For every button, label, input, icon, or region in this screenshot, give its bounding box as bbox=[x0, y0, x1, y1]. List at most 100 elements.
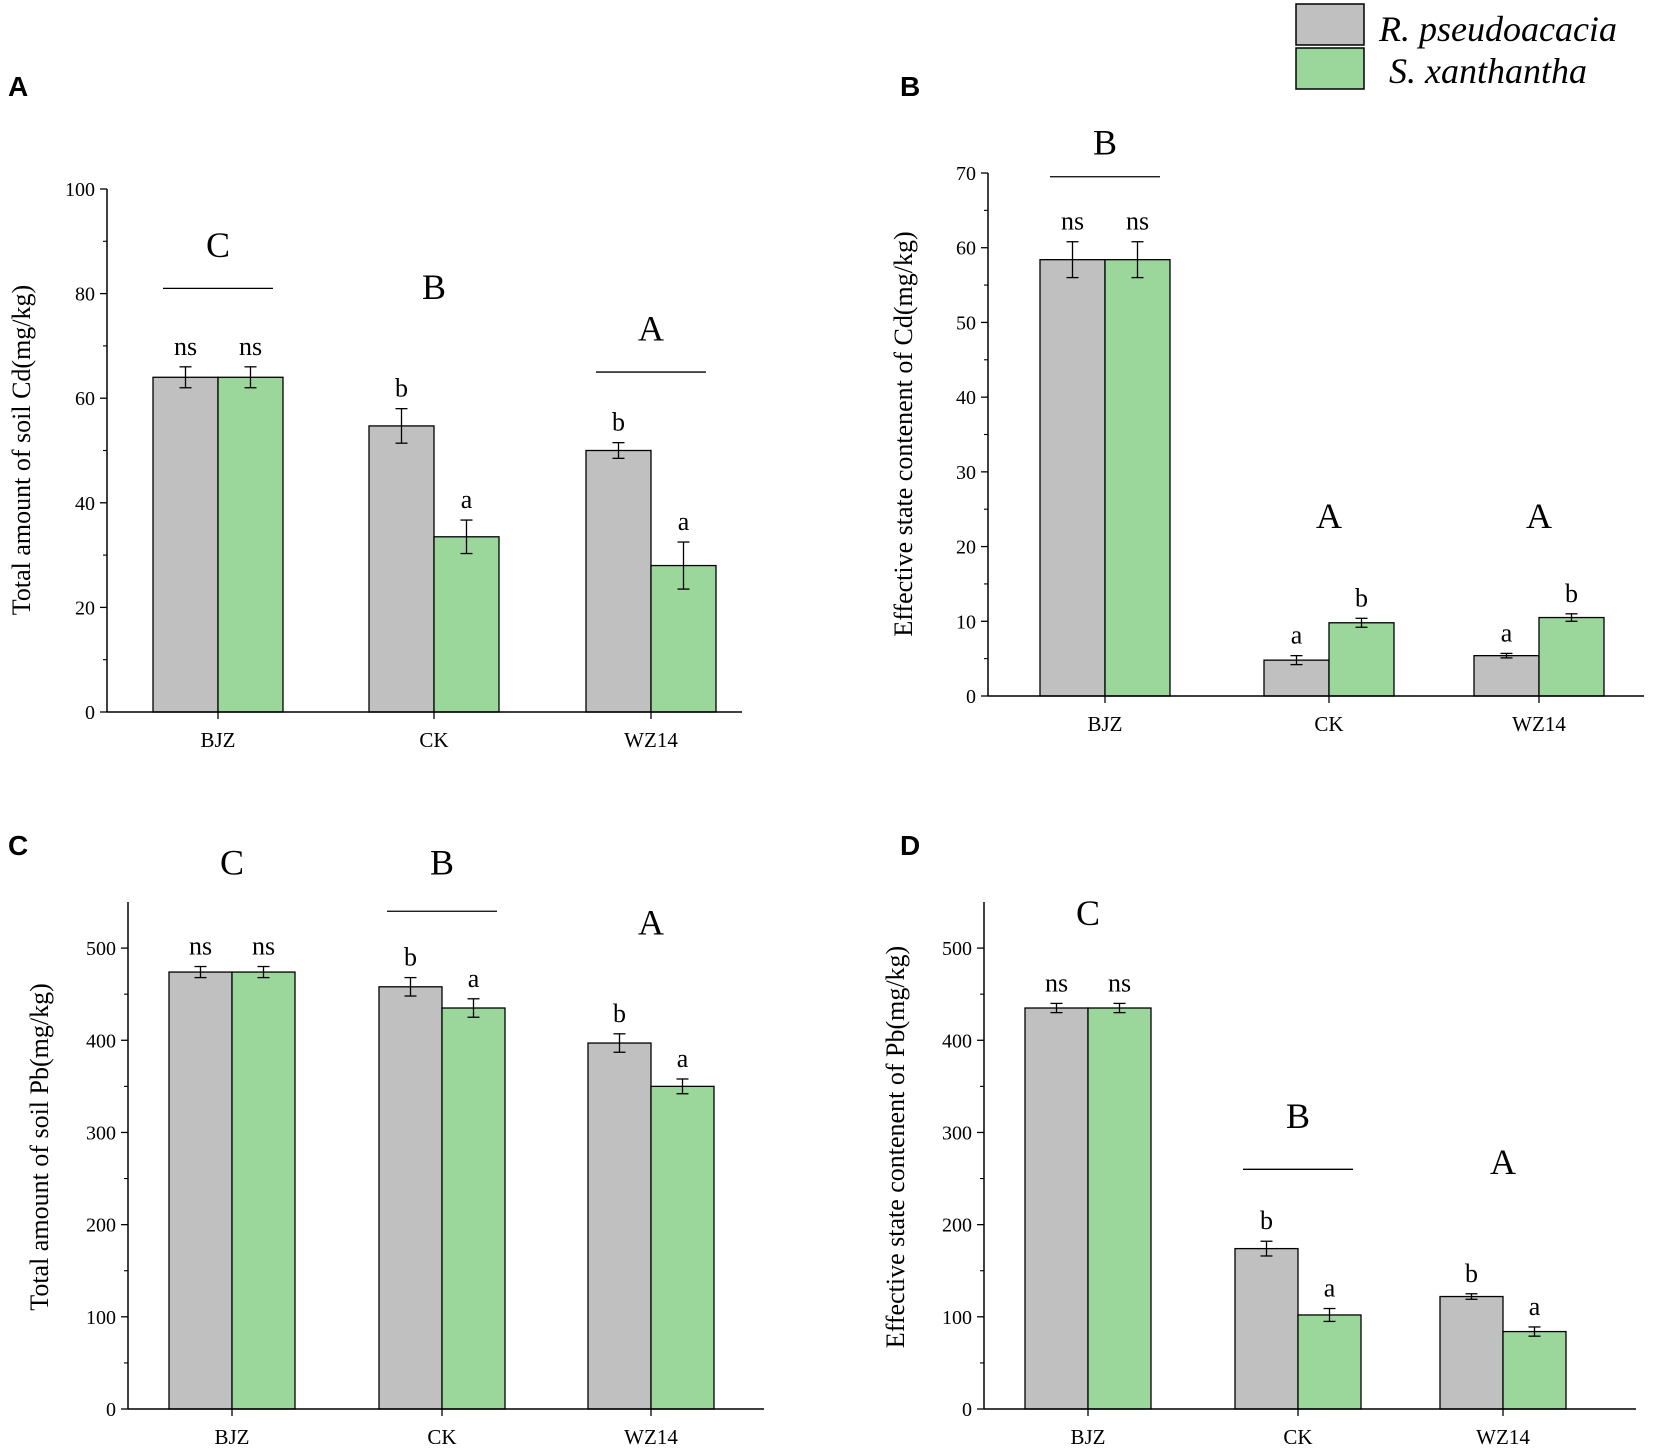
significance-label: a bbox=[461, 485, 473, 514]
panel-a: A Total amount of soil Cd(mg/kg) ns b b ns a a C… bbox=[7, 71, 742, 752]
y-tick-label: 200 bbox=[942, 1215, 972, 1237]
y-tick-label: 100 bbox=[942, 1307, 972, 1329]
legend-label-r-pseudoacacia: R. pseudoacacia bbox=[1378, 9, 1617, 49]
bar bbox=[433, 536, 500, 713]
bar bbox=[1039, 259, 1106, 697]
group-letter: A bbox=[638, 309, 664, 349]
group-letter: A bbox=[1526, 496, 1552, 536]
group-letter: C bbox=[220, 842, 244, 882]
legend-swatch-s-xanthantha bbox=[1295, 47, 1365, 90]
significance-label: ns bbox=[1061, 207, 1084, 236]
y-tick-label: 70 bbox=[956, 163, 976, 185]
significance-label: ns bbox=[189, 932, 212, 961]
significance-label: b bbox=[612, 408, 625, 437]
x-tick-label: CK bbox=[419, 728, 448, 752]
bar bbox=[1473, 655, 1540, 697]
bar bbox=[1234, 1247, 1299, 1410]
panel-letter: A bbox=[8, 71, 28, 102]
y-tick-label: 50 bbox=[956, 312, 976, 334]
group-letter: B bbox=[430, 842, 454, 882]
y-tick-label: 400 bbox=[942, 1030, 972, 1052]
x-tick-label: WZ14 bbox=[624, 728, 678, 752]
bar bbox=[1538, 616, 1605, 697]
group-letter: B bbox=[1093, 122, 1117, 162]
x-tick-label: BJZ bbox=[214, 1425, 249, 1449]
significance-label: b bbox=[404, 943, 417, 972]
y-tick-label: 0 bbox=[966, 686, 976, 708]
panel-letter: B bbox=[900, 71, 920, 102]
legend-swatch-r-pseudoacacia bbox=[1295, 3, 1365, 46]
bar bbox=[368, 425, 435, 713]
significance-label: ns bbox=[239, 332, 262, 361]
y-tick-label: 300 bbox=[86, 1122, 116, 1144]
significance-label: b bbox=[613, 999, 626, 1028]
significance-label: a bbox=[1324, 1274, 1336, 1303]
panel-b: B Effective state contenent of Cd(mg/kg) n… bbox=[889, 71, 1644, 736]
y-tick-label: 60 bbox=[956, 238, 976, 260]
bar bbox=[585, 449, 652, 713]
y-tick-label: 500 bbox=[86, 938, 116, 960]
x-tick-label: BJZ bbox=[1087, 712, 1122, 736]
y-tick-label: 30 bbox=[956, 462, 976, 484]
y-axis-label: Effective state contenent of Cd(mg/kg) bbox=[889, 231, 918, 636]
significance-label: ns bbox=[1108, 968, 1131, 997]
y-tick-label: 0 bbox=[85, 702, 95, 724]
significance-label: ns bbox=[174, 332, 197, 361]
significance-label: b bbox=[1355, 583, 1368, 612]
panel-c: C Total amount of soil Pb(mg/kg) ns b b ns a a C… bbox=[8, 830, 764, 1449]
y-tick-label: 100 bbox=[65, 179, 95, 201]
panel-d: D Effective state contenent of Pb(mg/kg) n… bbox=[881, 830, 1636, 1449]
bar bbox=[1328, 622, 1395, 697]
bar bbox=[378, 986, 443, 1410]
bar bbox=[1297, 1314, 1362, 1410]
significance-label: b bbox=[1565, 579, 1578, 608]
y-axis-label: Total amount of soil Pb(mg/kg) bbox=[25, 983, 54, 1311]
y-tick-label: 400 bbox=[86, 1030, 116, 1052]
y-tick-label: 40 bbox=[75, 493, 95, 515]
significance-label: a bbox=[1291, 621, 1303, 650]
group-letter: A bbox=[1316, 496, 1342, 536]
bar bbox=[587, 1042, 652, 1410]
significance-label: a bbox=[1529, 1292, 1541, 1321]
significance-label: b bbox=[395, 374, 408, 403]
bar bbox=[1087, 1007, 1152, 1410]
bar bbox=[1104, 259, 1171, 697]
x-tick-label: BJZ bbox=[1070, 1425, 1105, 1449]
y-axis-label: Effective state contenent of Pb(mg/kg) bbox=[881, 946, 910, 1348]
significance-label: a bbox=[677, 1044, 689, 1073]
significance-label: ns bbox=[252, 932, 275, 961]
x-tick-label: WZ14 bbox=[1512, 712, 1566, 736]
y-tick-label: 80 bbox=[75, 284, 95, 306]
x-tick-label: CK bbox=[1314, 712, 1343, 736]
bar bbox=[217, 376, 284, 713]
bar bbox=[1502, 1330, 1567, 1410]
significance-label: a bbox=[1501, 618, 1513, 647]
bar bbox=[441, 1007, 506, 1410]
significance-label: a bbox=[468, 964, 480, 993]
y-tick-label: 0 bbox=[962, 1399, 972, 1421]
legend: R. pseudoacacia S. xanthantha bbox=[1295, 3, 1617, 91]
bar bbox=[1439, 1295, 1504, 1410]
significance-label: a bbox=[678, 507, 690, 536]
group-letter: C bbox=[206, 225, 230, 265]
y-tick-label: 20 bbox=[75, 597, 95, 619]
bar bbox=[152, 376, 219, 713]
y-tick-label: 40 bbox=[956, 387, 976, 409]
bar bbox=[1024, 1007, 1089, 1410]
y-tick-label: 0 bbox=[106, 1399, 116, 1421]
x-tick-label: WZ14 bbox=[624, 1425, 678, 1449]
panel-letter: D bbox=[900, 830, 920, 861]
significance-label: ns bbox=[1126, 207, 1149, 236]
y-tick-label: 20 bbox=[956, 537, 976, 559]
group-letter: A bbox=[1490, 1142, 1516, 1182]
x-tick-label: CK bbox=[1283, 1425, 1312, 1449]
group-letter: A bbox=[638, 902, 664, 942]
bar bbox=[650, 1085, 715, 1410]
bar bbox=[168, 971, 233, 1410]
y-tick-label: 60 bbox=[75, 388, 95, 410]
y-tick-label: 200 bbox=[86, 1215, 116, 1237]
group-letter: B bbox=[1286, 1096, 1310, 1136]
y-tick-label: 10 bbox=[956, 611, 976, 633]
legend-label-s-xanthantha: S. xanthantha bbox=[1389, 51, 1587, 91]
